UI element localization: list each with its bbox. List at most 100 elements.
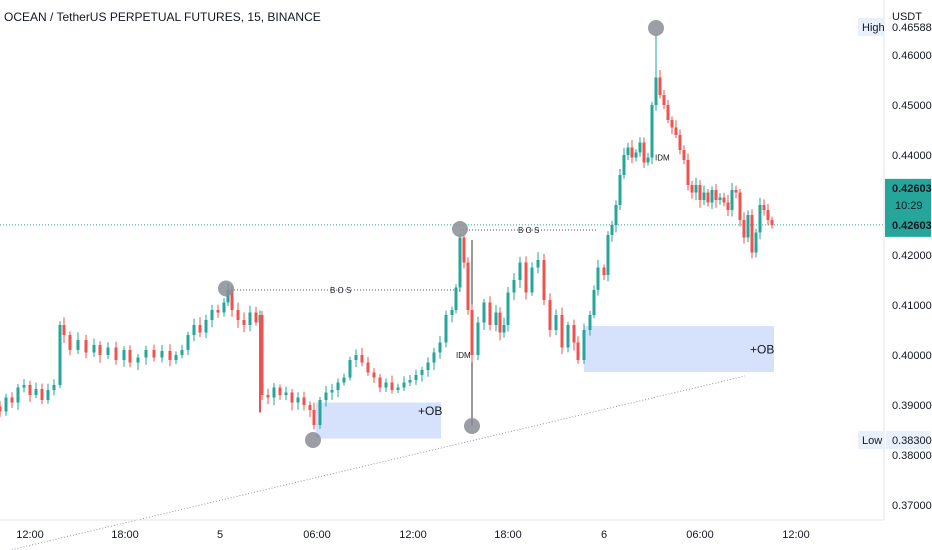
candle-body — [674, 127, 678, 135]
pivot-marker — [452, 221, 468, 237]
candle-body — [68, 335, 72, 350]
candle-body — [742, 220, 746, 238]
candle-body — [488, 302, 492, 325]
candle-body — [216, 310, 220, 313]
candle-body — [248, 312, 252, 325]
candle-body — [758, 205, 762, 233]
candle-body — [614, 205, 618, 225]
candle-body — [372, 372, 376, 378]
x-tick-label: 18:00 — [111, 529, 139, 541]
x-tick-label: 12:00 — [399, 529, 427, 541]
y-tick-label: 0.39000 — [892, 400, 932, 412]
candle-body — [10, 397, 14, 403]
candle-body — [750, 215, 754, 253]
current-price-value: 0.42603 — [892, 220, 932, 232]
x-tick-label: 12:00 — [16, 529, 44, 541]
candle-body — [462, 237, 466, 263]
candle-body — [670, 120, 674, 128]
bos-label-1: B O S — [330, 286, 351, 295]
candle-body — [476, 322, 480, 355]
candle-body — [296, 397, 300, 403]
candle-body — [530, 267, 534, 293]
x-tick-label: 06:00 — [303, 529, 331, 541]
x-tick-label: 6 — [601, 529, 607, 541]
candle-body — [0, 406, 2, 412]
candle-body — [602, 267, 606, 275]
candle-body — [518, 262, 522, 280]
candle-body — [560, 315, 564, 348]
y-tick-label: 0.44000 — [892, 150, 932, 162]
countdown-text: 10:29 — [895, 200, 923, 212]
candle-body — [40, 389, 44, 400]
candle-body — [414, 375, 418, 380]
high-value: 0.46588 — [892, 22, 932, 34]
candle-body — [260, 315, 264, 395]
candle-body — [494, 312, 498, 325]
y-tick-label: 0.46000 — [892, 50, 932, 62]
candle-body — [610, 225, 614, 235]
pivot-marker — [305, 432, 321, 448]
candle-body — [458, 237, 462, 288]
candle-body — [390, 382, 394, 390]
candle-body — [210, 310, 214, 320]
candle-body — [302, 397, 306, 405]
candle-body — [28, 385, 32, 395]
candle-body — [576, 342, 580, 360]
pivot-marker — [464, 418, 480, 434]
candle-body — [168, 351, 172, 360]
candle-body — [650, 105, 654, 158]
candle-body — [630, 147, 634, 158]
candle-body — [420, 370, 424, 375]
low-label: Low — [862, 435, 882, 447]
candle-body — [542, 260, 546, 300]
candle-body — [192, 325, 196, 335]
candle-body — [98, 345, 102, 355]
candle-body — [454, 287, 458, 310]
x-tick-label: 12:00 — [782, 529, 810, 541]
candle-body — [198, 325, 202, 333]
candle-body — [524, 262, 528, 293]
candle-body — [226, 290, 230, 303]
low-badge — [858, 431, 884, 449]
candle-body — [4, 397, 8, 412]
candle-body — [144, 350, 148, 358]
price-axis: USDT High 0.46588 Low 0.38300 0.46000 0.45000 0… — [858, 0, 932, 520]
candle-body — [470, 310, 474, 355]
candle-body — [278, 387, 282, 395]
candle-body — [734, 190, 738, 193]
candle-body — [762, 205, 766, 210]
candle-body — [52, 385, 56, 390]
candle-body — [34, 389, 38, 395]
candle-body — [222, 302, 226, 313]
candle-body — [506, 292, 510, 325]
candle-body — [122, 350, 126, 360]
candle-body — [236, 310, 240, 320]
candle-body — [606, 235, 610, 275]
candle-body — [482, 302, 486, 323]
low-value: 0.38300 — [892, 435, 932, 447]
candle-body — [512, 280, 516, 293]
candle-body — [596, 267, 600, 290]
candle-body — [450, 310, 454, 315]
candle-body — [152, 350, 156, 358]
candle-body — [766, 210, 770, 220]
candle-body — [642, 142, 646, 163]
pivot-marker — [218, 280, 234, 297]
y-tick-label: 0.45000 — [892, 100, 932, 112]
candle-body — [336, 382, 340, 390]
candle-body — [408, 380, 412, 383]
candle-body — [554, 315, 558, 330]
candle-body — [690, 185, 694, 193]
annotation-lines — [0, 224, 884, 550]
candle-body — [204, 320, 208, 333]
trend-line — [8, 375, 746, 550]
order-block-1 — [316, 402, 441, 439]
candle-body — [706, 192, 710, 203]
y-tick-label: 0.38000 — [892, 450, 932, 462]
candle-body — [396, 387, 400, 390]
candle-body — [290, 392, 294, 403]
x-tick-label: 06:00 — [686, 529, 714, 541]
candle-body — [160, 351, 164, 358]
candle-body — [634, 152, 638, 158]
